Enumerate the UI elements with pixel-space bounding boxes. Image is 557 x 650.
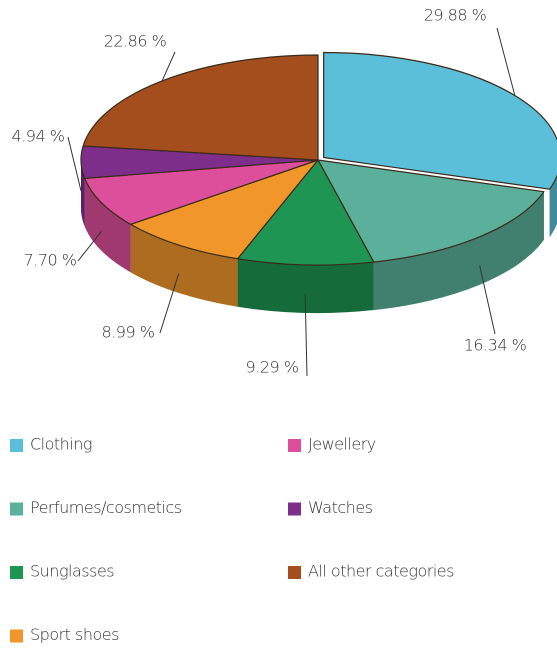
legend-label: Sunglasses xyxy=(30,562,114,581)
legend-swatch xyxy=(10,566,23,579)
leader-line xyxy=(161,51,176,82)
leader-line xyxy=(159,273,180,334)
legend-label: Sport shoes xyxy=(30,625,119,644)
slice xyxy=(323,51,557,190)
slice xyxy=(236,159,375,266)
slice-side-shade xyxy=(237,258,374,313)
leader-line xyxy=(77,231,102,262)
leader-line xyxy=(479,265,496,335)
leader-line xyxy=(67,136,82,192)
legend-label: Perfumes/cosmetics xyxy=(30,498,182,517)
legend-swatch xyxy=(288,566,301,579)
legend-swatch xyxy=(288,502,301,516)
slice-side xyxy=(373,191,544,311)
slice-side xyxy=(237,258,374,313)
slice-side xyxy=(549,175,557,238)
slice-side-shade xyxy=(84,178,131,273)
legend-label: Jewellery xyxy=(308,435,376,454)
data-label: 7.70 % xyxy=(24,251,77,270)
slice-side xyxy=(84,178,131,273)
data-label: 9.29 % xyxy=(246,358,299,377)
legend-swatch xyxy=(10,502,23,516)
data-label: 16.34 % xyxy=(464,336,527,355)
slice xyxy=(130,159,319,260)
slice-side-shade xyxy=(549,175,557,238)
slice-side-shade xyxy=(130,224,238,307)
legend-label: Clothing xyxy=(30,435,92,454)
slice xyxy=(317,159,545,263)
data-label: 4.94 % xyxy=(12,127,65,146)
legend-label: Watches xyxy=(308,498,373,517)
legend-swatch xyxy=(10,629,23,643)
leader-line xyxy=(304,293,308,377)
slice-side-shade xyxy=(373,191,544,311)
data-label: 22.86 % xyxy=(104,32,167,51)
slice xyxy=(84,159,319,225)
legend-label: All other categories xyxy=(308,562,454,581)
slice-side xyxy=(130,224,238,307)
data-label: 29.88 % xyxy=(424,6,487,25)
data-label: 8.99 % xyxy=(102,323,155,342)
legend-swatch xyxy=(288,439,301,452)
leader-line xyxy=(496,27,516,96)
legend-swatch xyxy=(10,439,23,452)
slice xyxy=(82,54,319,161)
